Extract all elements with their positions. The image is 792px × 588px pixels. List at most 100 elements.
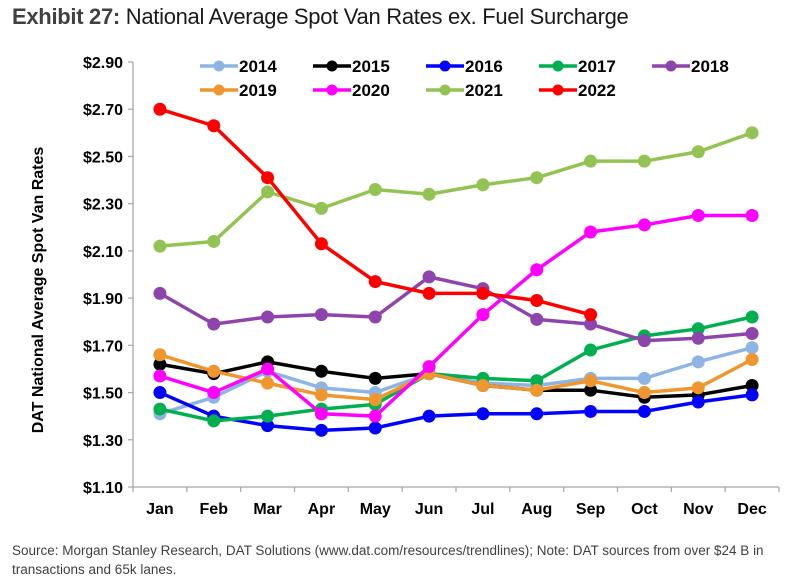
- data-point-2017: [530, 374, 544, 388]
- data-point-2022: [153, 102, 167, 116]
- data-point-2021: [153, 239, 167, 253]
- data-point-2018: [368, 310, 382, 324]
- y-tick-label: $2.70: [83, 102, 123, 119]
- legend-label: 2014: [239, 57, 277, 76]
- series-line-2017: [159, 315, 753, 423]
- data-point-2019: [153, 348, 167, 362]
- data-point-2018: [207, 317, 221, 331]
- data-point-2019: [314, 388, 328, 402]
- data-point-2022: [207, 119, 221, 133]
- legend-label: 2017: [578, 57, 616, 76]
- y-tick-label: $1.30: [83, 433, 123, 450]
- data-point-2018: [691, 331, 705, 345]
- x-tick-label: Jan: [146, 501, 174, 518]
- data-point-2020: [261, 362, 275, 376]
- x-tick-label: Nov: [683, 501, 713, 518]
- series-2020: [153, 208, 759, 423]
- y-tick-label: $2.30: [83, 197, 123, 214]
- series-2018: [153, 270, 759, 348]
- x-tick-label: Sep: [576, 501, 606, 518]
- data-point-2019: [745, 353, 759, 366]
- data-point-2022: [314, 237, 328, 251]
- data-point-2014: [691, 355, 705, 369]
- data-point-2018: [584, 317, 598, 331]
- legend-marker: [439, 84, 451, 96]
- data-point-2016: [637, 404, 651, 418]
- data-point-2022: [584, 308, 598, 322]
- series-line-2019: [159, 353, 753, 402]
- data-point-2021: [422, 187, 436, 201]
- data-point-2018: [745, 327, 759, 341]
- legend-item-2014: 2014: [200, 57, 277, 76]
- legend-label: 2019: [239, 81, 277, 100]
- data-point-2015: [314, 364, 328, 378]
- legend-marker: [213, 60, 225, 72]
- data-point-2021: [476, 178, 490, 192]
- series-layer: [153, 102, 759, 437]
- legend-marker: [213, 84, 225, 96]
- series-line-2016: [159, 390, 753, 433]
- legend-item-2017: 2017: [539, 57, 616, 76]
- data-point-2016: [261, 419, 275, 433]
- legend-marker: [665, 60, 677, 72]
- data-point-2021: [530, 171, 544, 185]
- legend-marker: [326, 84, 338, 96]
- data-point-2021: [745, 126, 759, 140]
- data-point-2017: [207, 414, 221, 428]
- x-tick-label: Mar: [253, 501, 281, 518]
- data-point-2019: [637, 386, 651, 400]
- legend-marker: [552, 84, 564, 96]
- data-point-2017: [584, 343, 598, 357]
- data-point-2022: [476, 286, 490, 300]
- x-tick-label: Jul: [471, 501, 494, 518]
- data-point-2021: [637, 154, 651, 168]
- source-note: Source: Morgan Stanley Research, DAT Sol…: [12, 543, 764, 577]
- data-point-2016: [530, 407, 544, 421]
- data-point-2021: [691, 145, 705, 159]
- data-point-2020: [368, 409, 382, 423]
- data-point-2018: [637, 334, 651, 348]
- data-point-2016: [691, 395, 705, 409]
- data-point-2020: [422, 360, 436, 374]
- y-tick-label: $1.10: [83, 480, 123, 497]
- data-point-2017: [261, 409, 275, 423]
- series-2022: [153, 102, 598, 322]
- data-point-2015: [368, 371, 382, 385]
- series-2019: [153, 348, 759, 407]
- data-point-2019: [476, 378, 490, 392]
- data-point-2022: [368, 275, 382, 289]
- data-point-2014: [745, 341, 759, 355]
- data-point-2018: [422, 270, 436, 284]
- legend-label: 2020: [352, 81, 390, 100]
- data-point-2016: [584, 404, 598, 418]
- legend: 2014 2015 2016 2017 2018 2019 2020 2021 2022: [200, 57, 729, 100]
- legend-label: 2016: [465, 57, 503, 76]
- legend-item-2019: 2019: [200, 81, 277, 100]
- x-tick-label: Aug: [521, 501, 552, 518]
- axes: $1.10 $1.30 $1.50 $1.70 $1.90 $2.10 $2.30 $2.50…: [83, 55, 780, 518]
- series-2016: [153, 386, 759, 437]
- data-point-2020: [584, 225, 598, 239]
- data-point-2016: [314, 423, 328, 437]
- legend-item-2021: 2021: [426, 81, 503, 100]
- data-point-2018: [314, 308, 328, 322]
- legend-label: 2021: [465, 81, 503, 100]
- data-point-2020: [153, 369, 167, 383]
- data-point-2022: [530, 293, 544, 307]
- data-point-2021: [314, 201, 328, 215]
- data-point-2018: [530, 312, 544, 326]
- data-point-2019: [530, 383, 544, 397]
- legend-item-2016: 2016: [426, 57, 503, 76]
- data-point-2020: [745, 208, 759, 222]
- x-tick-label: Dec: [737, 501, 766, 518]
- data-point-2016: [368, 421, 382, 435]
- data-point-2021: [584, 154, 598, 168]
- data-point-2016: [153, 386, 167, 400]
- data-point-2020: [314, 407, 328, 421]
- series-2021: [153, 126, 759, 253]
- exhibit-title: National Average Spot Van Rates ex. Fuel…: [125, 4, 629, 29]
- y-axis-label: DAT National Average Spot Van Rates: [30, 147, 47, 434]
- legend-label: 2018: [691, 57, 729, 76]
- data-point-2017: [153, 402, 167, 416]
- data-point-2021: [368, 183, 382, 196]
